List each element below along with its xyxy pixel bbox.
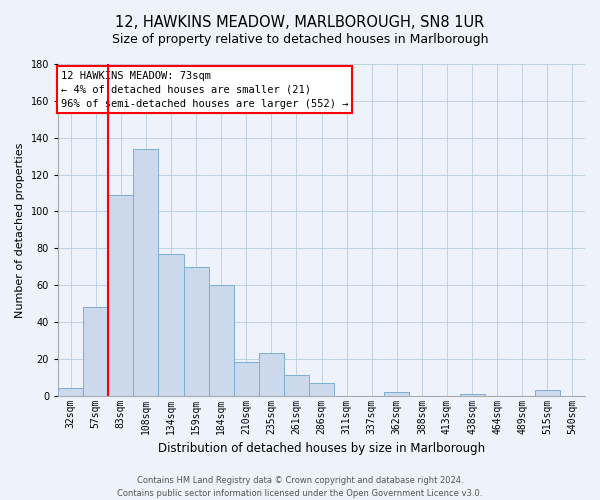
Bar bbox=[108, 195, 133, 396]
Bar bbox=[259, 354, 284, 396]
Bar bbox=[284, 376, 309, 396]
X-axis label: Distribution of detached houses by size in Marlborough: Distribution of detached houses by size … bbox=[158, 442, 485, 455]
Bar bbox=[234, 362, 259, 396]
Text: 12, HAWKINS MEADOW, MARLBOROUGH, SN8 1UR: 12, HAWKINS MEADOW, MARLBOROUGH, SN8 1UR bbox=[115, 15, 485, 30]
Bar bbox=[309, 382, 334, 396]
Bar bbox=[83, 307, 108, 396]
Bar bbox=[384, 392, 409, 396]
Bar bbox=[209, 285, 234, 396]
Text: 12 HAWKINS MEADOW: 73sqm
← 4% of detached houses are smaller (21)
96% of semi-de: 12 HAWKINS MEADOW: 73sqm ← 4% of detache… bbox=[61, 70, 348, 108]
Text: Contains HM Land Registry data © Crown copyright and database right 2024.
Contai: Contains HM Land Registry data © Crown c… bbox=[118, 476, 482, 498]
Bar bbox=[158, 254, 184, 396]
Y-axis label: Number of detached properties: Number of detached properties bbox=[15, 142, 25, 318]
Bar bbox=[58, 388, 83, 396]
Bar bbox=[535, 390, 560, 396]
Bar bbox=[184, 266, 209, 396]
Bar bbox=[460, 394, 485, 396]
Bar bbox=[133, 149, 158, 396]
Text: Size of property relative to detached houses in Marlborough: Size of property relative to detached ho… bbox=[112, 32, 488, 46]
